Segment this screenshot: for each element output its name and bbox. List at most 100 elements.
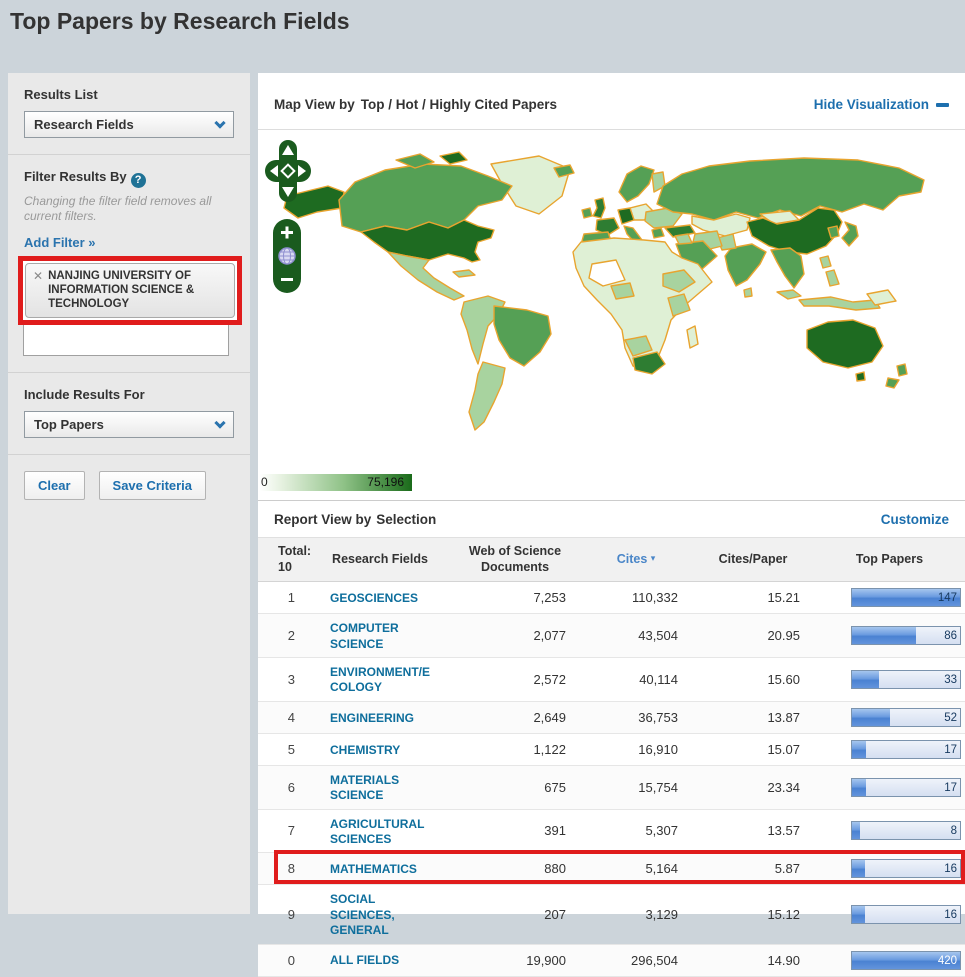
country-shape[interactable] xyxy=(820,256,831,268)
country-shape[interactable] xyxy=(777,290,801,299)
cites-value: 110,332 xyxy=(580,582,692,614)
country-shape[interactable] xyxy=(582,208,592,218)
wos-documents-value: 207 xyxy=(450,885,580,944)
save-criteria-button[interactable]: Save Criteria xyxy=(99,471,207,500)
country-shape[interactable] xyxy=(440,152,467,164)
map-zoom-control[interactable] xyxy=(273,219,301,293)
research-field-link[interactable]: CHEMISTRY xyxy=(330,743,400,757)
country-shape[interactable] xyxy=(652,228,664,238)
wos-documents-value: 1,122 xyxy=(450,733,580,765)
country-shape[interactable] xyxy=(339,164,512,232)
country-shape[interactable] xyxy=(611,283,634,299)
total-count: Total:10 xyxy=(258,538,310,582)
filter-note: Changing the filter field removes all cu… xyxy=(24,194,234,224)
cites-per-paper-value: 15.21 xyxy=(692,582,814,614)
column-header-top-papers: Top Papers xyxy=(814,538,965,582)
country-shape[interactable] xyxy=(799,297,880,310)
country-shape[interactable] xyxy=(897,364,907,376)
report-table: Total:10 Research Fields Web of Science … xyxy=(258,538,965,977)
top-papers-value: 147 xyxy=(938,589,957,606)
country-shape[interactable] xyxy=(744,288,752,297)
research-field-link[interactable]: MATERIALS SCIENCE xyxy=(330,773,399,802)
country-shape[interactable] xyxy=(494,306,551,366)
country-shape[interactable] xyxy=(856,372,865,381)
column-header-research-fields: Research Fields xyxy=(310,538,450,582)
map-view-header: Map View by Top / Hot / Highly Cited Pape… xyxy=(258,73,965,130)
research-field-link[interactable]: SOCIAL SCIENCES, GENERAL xyxy=(330,892,395,937)
wos-documents-value: 880 xyxy=(450,853,580,885)
top-papers-bar: 16 xyxy=(851,905,961,924)
remove-filter-icon[interactable]: ✕ xyxy=(33,269,43,311)
main-panel: Map View by Top / Hot / Highly Cited Pape… xyxy=(258,73,965,914)
world-map-area xyxy=(258,130,965,472)
research-field-link[interactable]: ENGINEERING xyxy=(330,711,414,725)
country-shape[interactable] xyxy=(725,244,766,286)
top-papers-value: 16 xyxy=(944,860,957,877)
research-field-link[interactable]: GEOSCIENCES xyxy=(330,591,418,605)
research-field-link[interactable]: MATHEMATICS xyxy=(330,862,417,876)
hide-visualization-link[interactable]: Hide Visualization xyxy=(814,97,949,129)
results-list-dropdown[interactable]: Research Fields xyxy=(24,111,234,138)
country-shape[interactable] xyxy=(388,252,464,300)
filter-tag[interactable]: ✕ NANJING UNIVERSITY OF INFORMATION SCIE… xyxy=(25,263,235,318)
cites-value: 296,504 xyxy=(580,944,692,976)
filter-results-by-label: Filter Results By xyxy=(24,169,127,184)
row-rank: 0 xyxy=(258,944,310,976)
cites-value: 36,753 xyxy=(580,701,692,733)
research-field-link[interactable]: ENVIRONMENT/E COLOGY xyxy=(330,665,430,694)
country-shape[interactable] xyxy=(886,378,899,388)
country-shape[interactable] xyxy=(842,222,858,246)
filter-tag-label: NANJING UNIVERSITY OF INFORMATION SCIENC… xyxy=(48,269,226,311)
help-icon[interactable]: ? xyxy=(131,173,146,188)
column-header-cites-sort[interactable]: Cites ▾ xyxy=(580,538,692,582)
cites-value: 5,164 xyxy=(580,853,692,885)
include-results-dropdown[interactable]: Top Papers xyxy=(24,411,234,438)
country-shape[interactable] xyxy=(771,248,804,288)
filter-input[interactable] xyxy=(23,325,229,356)
cites-per-paper-value: 5.87 xyxy=(692,853,814,885)
research-field-link[interactable]: COMPUTER SCIENCE xyxy=(330,621,399,650)
top-papers-bar: 8 xyxy=(851,821,961,840)
map-view-title-prefix: Map View by xyxy=(274,97,355,112)
research-field-link[interactable]: ALL FIELDS xyxy=(330,953,399,967)
top-papers-value: 17 xyxy=(944,741,957,758)
top-papers-bar: 33 xyxy=(851,670,961,689)
country-shape[interactable] xyxy=(453,270,475,277)
country-shape[interactable] xyxy=(675,234,692,244)
wos-documents-value: 2,572 xyxy=(450,658,580,702)
top-papers-value: 8 xyxy=(951,822,957,839)
collapse-minus-icon xyxy=(936,103,949,107)
country-shape[interactable] xyxy=(807,320,883,368)
cites-value: 43,504 xyxy=(580,614,692,658)
top-papers-value: 52 xyxy=(944,709,957,726)
country-shape[interactable] xyxy=(619,166,654,202)
top-papers-bar: 147 xyxy=(851,588,961,607)
world-choropleth-map[interactable] xyxy=(260,134,960,464)
map-view-title-value: Top / Hot / Highly Cited Papers xyxy=(361,97,557,112)
country-shape[interactable] xyxy=(593,198,605,218)
results-list-selected-value: Research Fields xyxy=(34,117,134,132)
clear-button[interactable]: Clear xyxy=(24,471,85,500)
report-table-header-row: Total:10 Research Fields Web of Science … xyxy=(258,538,965,582)
row-rank: 9 xyxy=(258,885,310,944)
customize-link[interactable]: Customize xyxy=(881,512,949,527)
add-filter-link[interactable]: Add Filter » xyxy=(24,235,96,250)
country-shape[interactable] xyxy=(826,270,839,286)
country-shape[interactable] xyxy=(687,326,698,348)
research-field-link[interactable]: AGRICULTURAL SCIENCES xyxy=(330,817,424,846)
top-papers-value: 420 xyxy=(938,952,957,969)
country-shape[interactable] xyxy=(361,220,494,262)
row-rank: 7 xyxy=(258,809,310,853)
top-papers-bar: 420 xyxy=(851,951,961,970)
map-pan-control[interactable] xyxy=(265,140,311,202)
top-papers-bar: 17 xyxy=(851,778,961,797)
include-results-selected-value: Top Papers xyxy=(34,417,104,432)
country-shape[interactable] xyxy=(469,362,505,430)
